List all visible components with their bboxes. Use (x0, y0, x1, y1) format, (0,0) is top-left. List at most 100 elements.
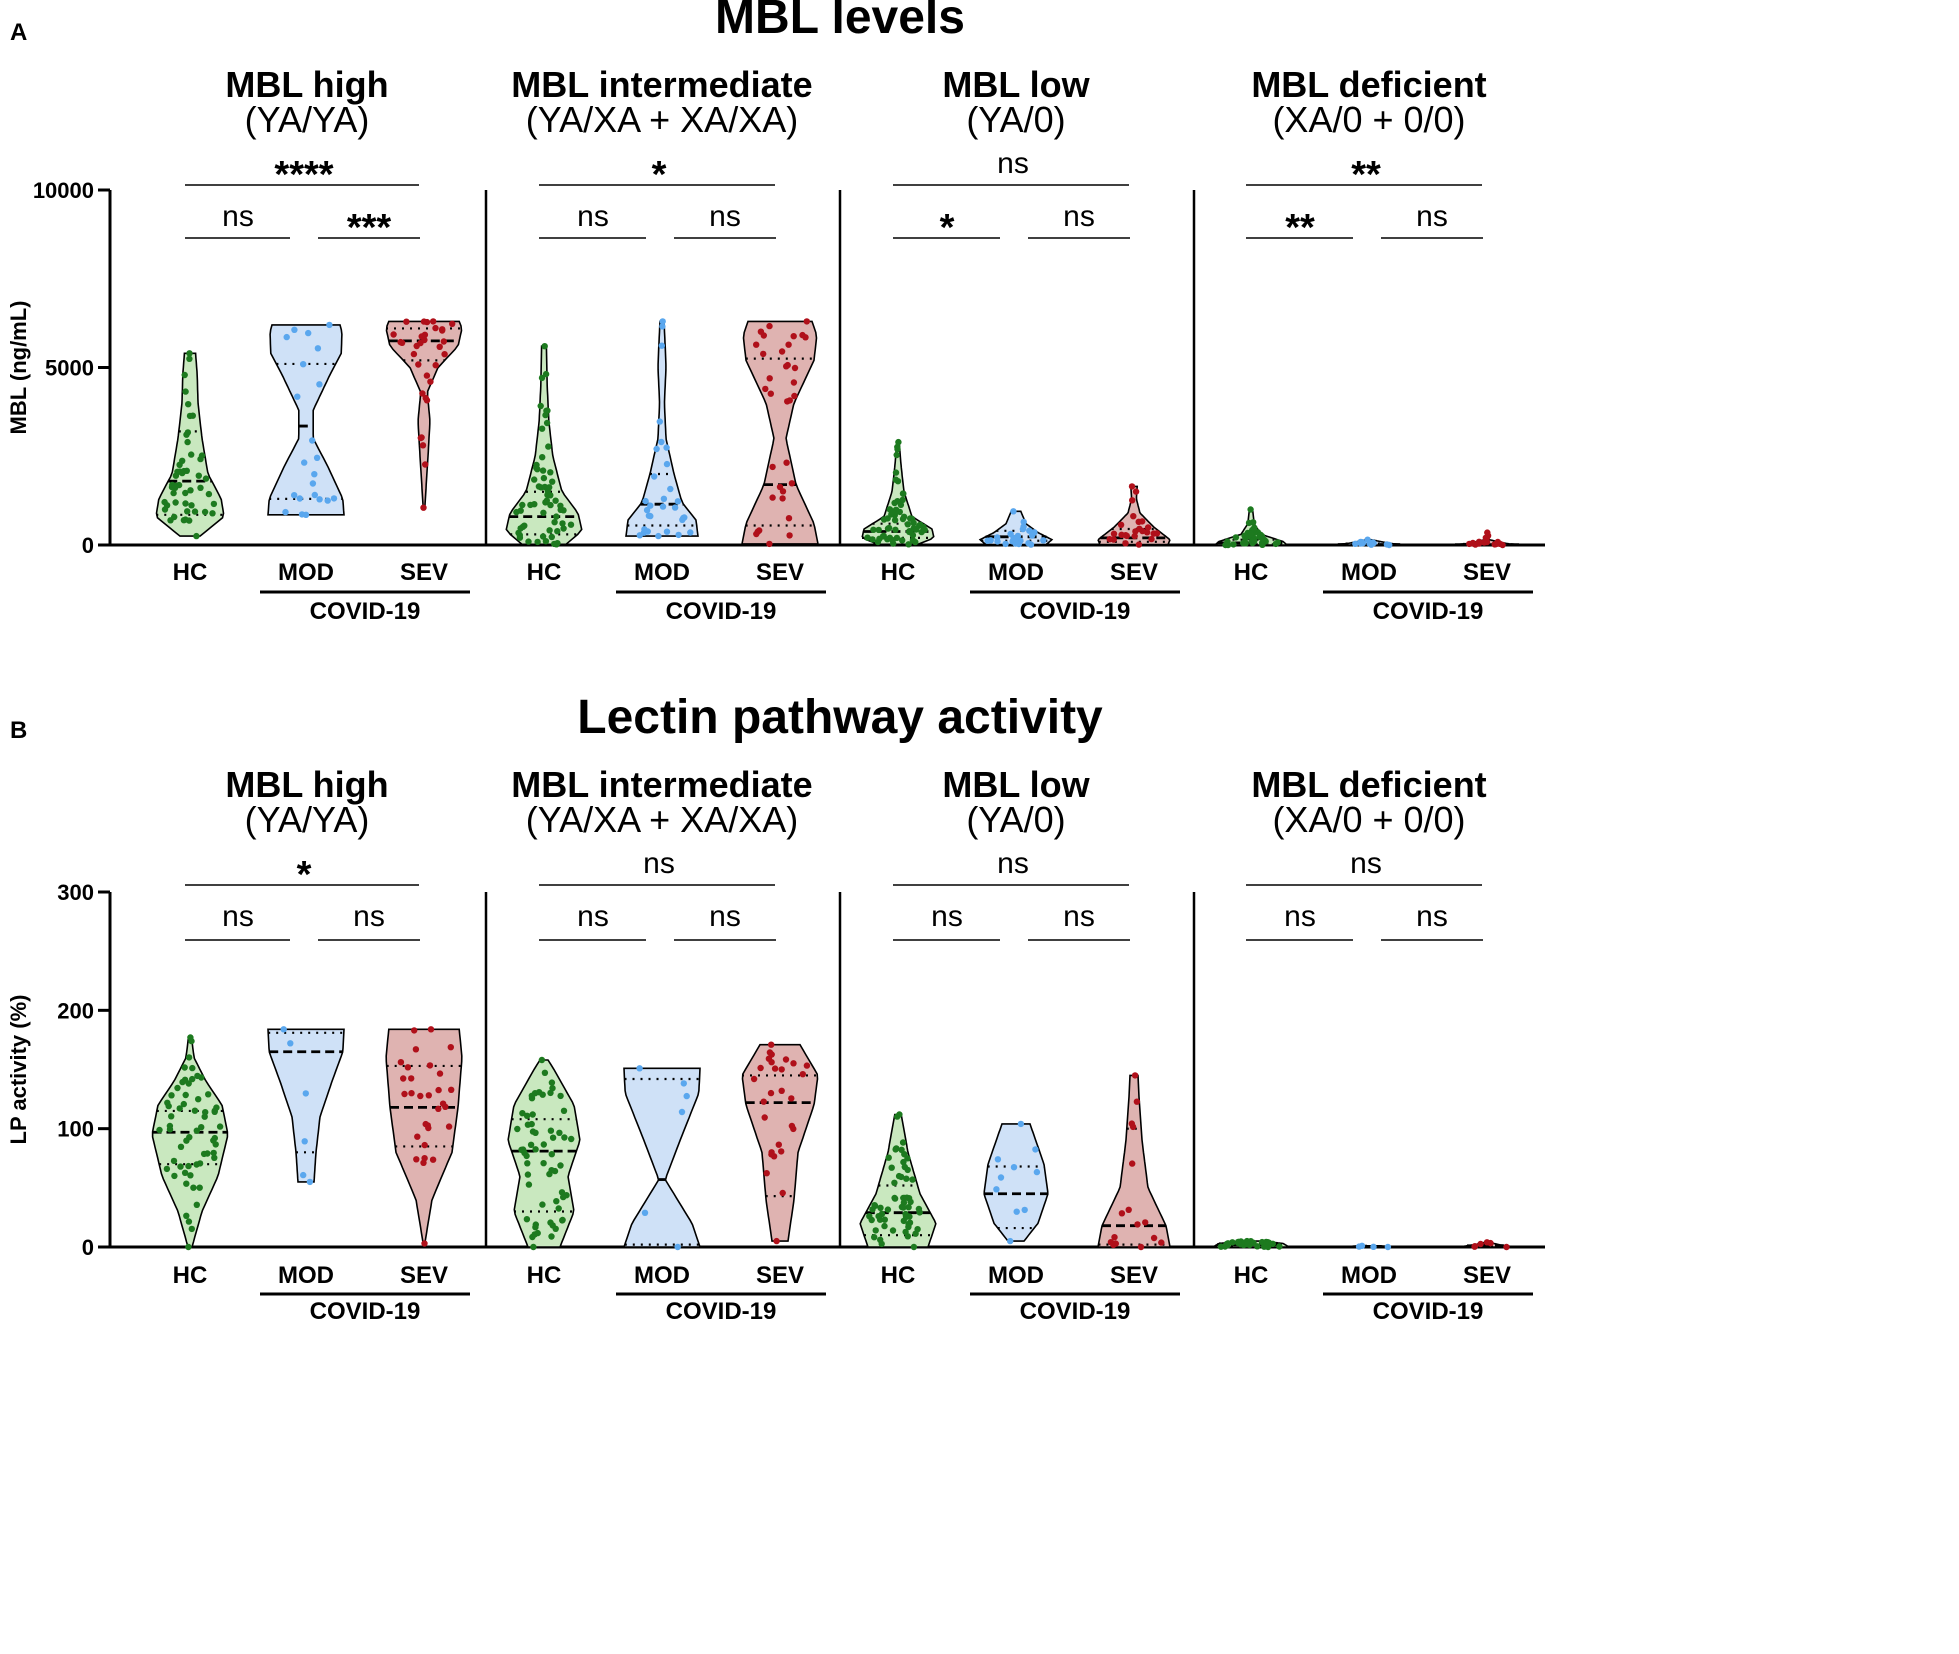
data-point (554, 528, 561, 535)
data-point (540, 1160, 547, 1167)
data-point (659, 503, 667, 510)
data-point (1383, 541, 1391, 548)
data-point (902, 1213, 910, 1221)
data-point (767, 390, 774, 397)
data-point (324, 497, 331, 504)
data-point (198, 1124, 205, 1131)
data-point (803, 1062, 811, 1069)
data-point (1247, 530, 1255, 538)
data-point (211, 1107, 218, 1115)
data-point (994, 534, 1001, 541)
data-point (1132, 488, 1140, 495)
group-label: COVID-19 (1373, 598, 1484, 625)
data-point (768, 1149, 775, 1156)
data-point (899, 490, 907, 497)
panel-title: Lectin pathway activity (577, 691, 1103, 744)
data-point (891, 517, 899, 524)
data-point (537, 402, 544, 410)
data-point (1250, 519, 1257, 526)
data-point (1153, 530, 1161, 537)
data-point (768, 1041, 775, 1048)
violin-hc (859, 1113, 937, 1248)
y-tick-label: 100 (57, 1117, 94, 1142)
subgroup-genotype: (YA/YA) (245, 799, 370, 840)
data-point (884, 1206, 892, 1213)
data-point (560, 1193, 567, 1201)
data-point (198, 452, 206, 459)
data-point (425, 1092, 432, 1099)
data-point (788, 1095, 795, 1102)
data-point (542, 411, 549, 419)
data-point (300, 1171, 307, 1179)
data-point (1021, 1206, 1028, 1214)
data-point (1144, 524, 1152, 531)
data-point (421, 1240, 428, 1247)
data-point (910, 1243, 918, 1251)
data-point (1158, 1239, 1165, 1246)
sig-label-top: ns (997, 147, 1029, 180)
data-point (643, 506, 651, 514)
data-point (183, 1137, 190, 1144)
data-point (185, 1080, 192, 1087)
data-point (1370, 1243, 1377, 1251)
data-point (757, 328, 765, 335)
group-label: COVID-19 (1020, 598, 1131, 625)
data-point (401, 1090, 408, 1098)
data-point (294, 393, 301, 400)
data-point (411, 1027, 418, 1034)
data-point (997, 1174, 1005, 1181)
data-point (987, 537, 994, 544)
data-point (1265, 1239, 1273, 1247)
sig-label-right: ns (1063, 900, 1095, 933)
data-point (899, 496, 906, 504)
sig-label-right: ns (1416, 200, 1448, 233)
data-point (1139, 518, 1146, 525)
data-point (547, 1219, 554, 1226)
data-point (174, 1084, 181, 1092)
x-category-label: SEV (1463, 1262, 1511, 1289)
data-point (449, 320, 456, 327)
data-point (432, 324, 439, 332)
data-point (687, 529, 694, 536)
sig-label-top: * (652, 154, 667, 196)
data-point (1244, 1241, 1251, 1248)
data-point (1017, 1120, 1025, 1128)
data-point (309, 437, 316, 444)
data-point (555, 1205, 562, 1212)
data-point (400, 1075, 407, 1082)
data-point (316, 496, 323, 503)
data-point (404, 1064, 412, 1071)
data-point (196, 1160, 204, 1167)
data-point (418, 333, 425, 340)
data-point (769, 494, 776, 501)
data-point (894, 445, 901, 453)
sig-label-top: * (297, 854, 312, 896)
data-point (302, 1090, 309, 1097)
subgroup-title: MBL high (225, 764, 388, 805)
data-point (893, 451, 900, 459)
data-point (560, 1107, 568, 1115)
data-point (760, 350, 767, 358)
data-point (170, 489, 177, 497)
data-point (423, 318, 431, 326)
violin-mod (983, 1123, 1049, 1242)
data-point (216, 1123, 224, 1130)
subgroup-genotype: (YA/XA + XA/XA) (526, 799, 798, 840)
sig-label-top: **** (274, 154, 333, 196)
data-point (782, 1056, 790, 1063)
data-point (282, 508, 289, 516)
data-point (195, 472, 202, 479)
data-point (196, 1184, 203, 1191)
data-point (913, 526, 920, 533)
data-point (209, 510, 216, 517)
data-point (647, 512, 654, 520)
data-point (1026, 527, 1033, 534)
data-point (760, 1098, 767, 1105)
data-point (180, 1100, 187, 1108)
data-point (1493, 540, 1500, 547)
data-point (766, 322, 773, 330)
data-point (778, 348, 786, 355)
data-point (1466, 540, 1473, 548)
data-point (1020, 523, 1027, 530)
data-point (915, 1205, 923, 1213)
